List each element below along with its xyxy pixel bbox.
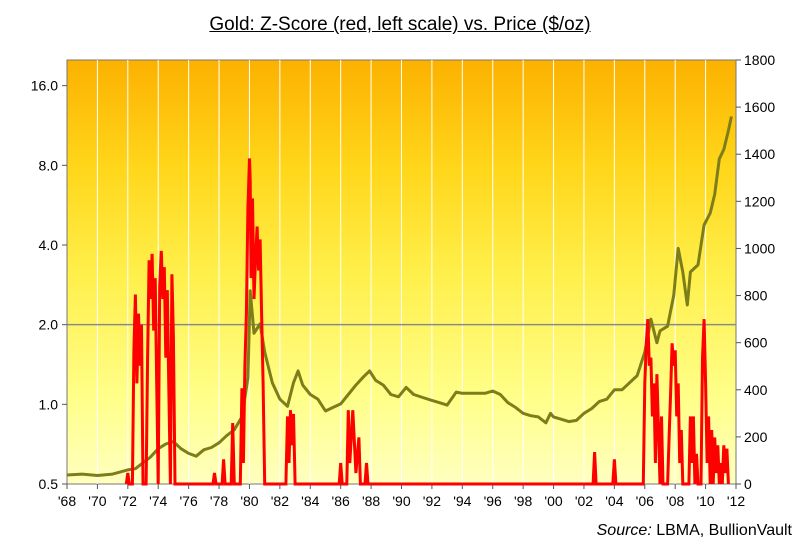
x-tick-label: '10 xyxy=(696,493,714,509)
left-tick-label: 0.5 xyxy=(39,476,59,492)
x-tick-label: '70 xyxy=(88,493,106,509)
x-tick-label: '76 xyxy=(180,493,198,509)
left-tick-label: 4.0 xyxy=(39,237,59,253)
right-tick-label: 200 xyxy=(744,429,768,445)
x-tick-label: '88 xyxy=(362,493,380,509)
left-tick-label: 8.0 xyxy=(39,157,59,173)
x-tick-label: '90 xyxy=(392,493,410,509)
x-axis-ticks: '68 '70 '72 '74 '76 '78 '80 '82 '84 '86 '88 '90 '92 '… xyxy=(58,484,745,509)
source-label: Source: xyxy=(596,522,652,539)
source-note: Source: LBMA, BullionVault xyxy=(597,522,792,540)
right-tick-label: 600 xyxy=(744,335,768,351)
x-tick-label: '84 xyxy=(301,493,319,509)
left-tick-label: 1.0 xyxy=(39,396,59,412)
x-tick-label: '04 xyxy=(605,493,623,509)
right-axis-ticks: 0 200 400 600 800 1000 1200 1400 1600 1800 xyxy=(736,52,775,492)
price-series-group xyxy=(66,116,733,477)
right-tick-label: 1600 xyxy=(744,99,775,115)
right-tick-label: 1200 xyxy=(744,193,775,209)
x-tick-label: '74 xyxy=(149,493,167,509)
x-tick-label: '92 xyxy=(423,493,441,509)
chart-title: Gold: Z-Score (red, left scale) vs. Pric… xyxy=(209,14,591,35)
source-text: LBMA, BullionVault xyxy=(656,522,792,539)
x-tick-label: '00 xyxy=(544,493,562,509)
right-tick-label: 800 xyxy=(744,288,768,304)
x-tick-label: '08 xyxy=(666,493,684,509)
x-tick-label: '12 xyxy=(727,493,745,509)
left-tick-label: 2.0 xyxy=(39,317,59,333)
x-tick-label: '06 xyxy=(636,493,654,509)
right-tick-label: 1800 xyxy=(744,52,775,68)
grid xyxy=(96,60,707,484)
x-tick-label: '72 xyxy=(119,493,137,509)
right-tick-label: 1000 xyxy=(744,240,775,256)
left-tick-label: 16.0 xyxy=(31,78,58,94)
x-tick-label: '86 xyxy=(332,493,350,509)
zscore-series-group xyxy=(124,158,730,486)
left-axis-ticks: 0.5 1.0 2.0 4.0 8.0 16.0 xyxy=(31,78,67,492)
right-tick-label: 1400 xyxy=(744,146,775,162)
x-tick-label: '82 xyxy=(271,493,289,509)
x-tick-label: '80 xyxy=(240,493,258,509)
zscore-series-line xyxy=(124,158,730,486)
x-tick-label: '98 xyxy=(514,493,532,509)
x-tick-label: '68 xyxy=(58,493,76,509)
right-tick-label: 400 xyxy=(744,382,768,398)
price-series-line xyxy=(66,116,733,477)
x-tick-label: '94 xyxy=(453,493,471,509)
x-tick-label: '96 xyxy=(484,493,502,509)
x-tick-label: '02 xyxy=(575,493,593,509)
right-tick-label: 0 xyxy=(744,476,752,492)
x-tick-label: '78 xyxy=(210,493,228,509)
